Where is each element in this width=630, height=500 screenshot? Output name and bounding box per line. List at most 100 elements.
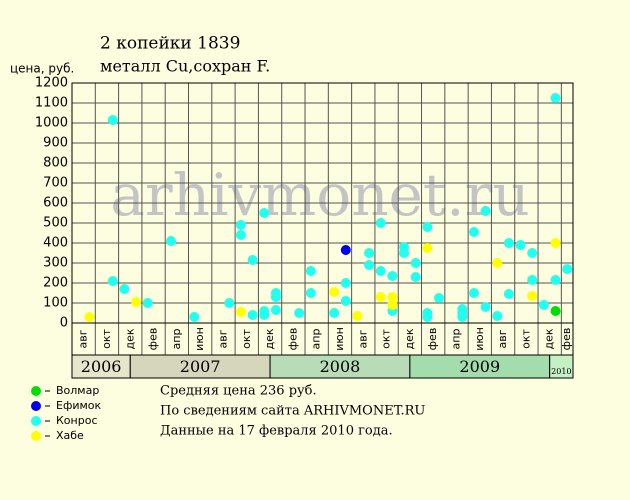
x-tick-label: окт (519, 329, 532, 349)
year-label: 2006 (81, 357, 122, 376)
point (107, 115, 118, 125)
point (492, 311, 503, 321)
point (503, 238, 514, 248)
legend-marker (31, 386, 41, 396)
point (235, 220, 246, 230)
point (189, 312, 200, 322)
point (235, 307, 246, 317)
point (422, 222, 433, 232)
point (340, 296, 351, 306)
point (294, 308, 305, 318)
point (550, 275, 561, 285)
x-tick-label: окт (100, 329, 113, 349)
x-tick-label: июн (193, 327, 206, 351)
point (422, 312, 433, 322)
point (562, 264, 573, 274)
x-tick-label: фев (286, 328, 299, 351)
x-tick-label: окт (380, 329, 393, 349)
y-tick-label: 800 (43, 156, 68, 171)
year-label: 2010 (551, 367, 571, 376)
y-tick-label: 500 (43, 216, 68, 231)
y-tick-label: 1100 (35, 96, 68, 111)
point (247, 310, 258, 320)
x-tick-label: июн (333, 327, 346, 351)
y-tick-label: 1000 (35, 116, 68, 131)
legend-label: Хабе (56, 429, 84, 442)
point (247, 255, 258, 265)
point (550, 93, 561, 103)
note: Средняя цена 236 руб. (160, 384, 317, 399)
y-tick-label: 0 (60, 316, 68, 331)
y-tick-label: 900 (43, 136, 68, 151)
point (119, 284, 130, 294)
point (410, 258, 421, 268)
point (375, 218, 386, 228)
x-tick-label: дек (543, 328, 556, 349)
point (457, 304, 468, 314)
x-tick-label: окт (240, 329, 253, 349)
x-tick-label: авг (496, 329, 509, 348)
point (515, 240, 526, 250)
point (527, 248, 538, 258)
x-tick-label: авг (77, 329, 90, 348)
point (131, 297, 142, 307)
point (352, 311, 363, 321)
point (107, 276, 118, 286)
point (329, 287, 340, 297)
chart-title: 2 копейки 1839 (100, 34, 240, 54)
y-tick-label: 600 (43, 196, 68, 211)
point (527, 291, 538, 301)
point (387, 292, 398, 302)
x-tick-label: дек (123, 328, 136, 349)
y-tick-label: 100 (43, 296, 68, 311)
y-tick-label: 1200 (35, 76, 68, 91)
note: Данные на 17 февраля 2010 года. (160, 424, 393, 439)
point (410, 272, 421, 282)
point (270, 292, 281, 302)
point (457, 312, 468, 322)
point (84, 312, 95, 322)
x-tick-label: апр (449, 329, 462, 350)
x-tick-label: июн (473, 327, 486, 351)
point (305, 288, 316, 298)
point (550, 306, 561, 316)
point (235, 230, 246, 240)
year-label: 2008 (320, 357, 361, 376)
point (259, 208, 270, 218)
point (468, 227, 479, 237)
point (224, 298, 235, 308)
x-tick-label: авг (216, 329, 229, 348)
legend-marker (31, 416, 41, 426)
point (387, 299, 398, 309)
x-tick-label: апр (170, 329, 183, 350)
point (340, 245, 351, 255)
y-tick-label: 400 (43, 236, 68, 251)
plot-frame (71, 82, 574, 356)
legend-marker (31, 401, 41, 411)
point (340, 278, 351, 288)
point (550, 238, 561, 248)
point (364, 248, 375, 258)
point (305, 266, 316, 276)
chart-subtitle: металл Cu,сохран F. (100, 57, 270, 76)
point (480, 302, 491, 312)
point (434, 293, 445, 303)
point (527, 275, 538, 285)
point (387, 271, 398, 281)
watermark: arhivmonet.ru (110, 161, 529, 229)
x-tick-label: фев (147, 328, 160, 351)
legend-label: Ефимок (56, 399, 102, 412)
y-tick-label: 300 (43, 256, 68, 271)
point (166, 236, 177, 246)
point (142, 298, 153, 308)
legend-label: Конрос (56, 414, 98, 427)
point (468, 288, 479, 298)
point (399, 242, 410, 252)
y-tick-label: 200 (43, 276, 68, 291)
x-tick-label: дек (403, 328, 416, 349)
x-tick-label: фев (560, 328, 573, 351)
year-label: 2007 (180, 357, 221, 376)
legend-marker (31, 431, 41, 441)
point (364, 260, 375, 270)
